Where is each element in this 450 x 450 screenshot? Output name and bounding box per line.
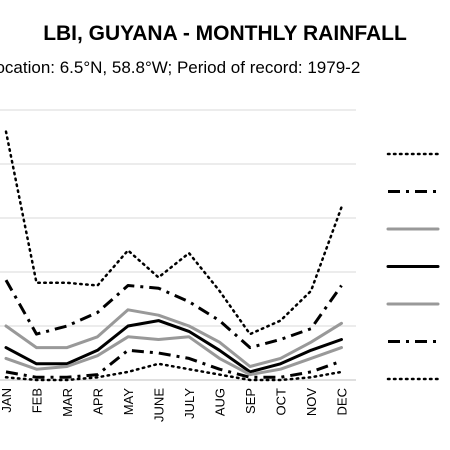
series-line-1 bbox=[4, 130, 343, 336]
x-tick-label: DEC bbox=[335, 388, 350, 415]
x-tick-label: JUNE bbox=[152, 388, 167, 422]
series-line-2 bbox=[4, 279, 343, 350]
chart-title: LBI, GUYANA - MONTHLY RAINFALL bbox=[43, 22, 407, 45]
x-tick-label: JAN bbox=[0, 388, 14, 413]
x-tick-label: FEB bbox=[30, 388, 45, 413]
gridlines bbox=[0, 109, 356, 381]
x-tick-label: AUG bbox=[213, 388, 228, 416]
series-line-4 bbox=[4, 319, 343, 374]
x-axis: JAN FEB MAR APR MAY JUNE JULY AUG SEP OCT NOV DEC bbox=[0, 388, 350, 422]
series-line-7 bbox=[4, 362, 343, 382]
series-line-5 bbox=[4, 335, 343, 377]
legend bbox=[386, 152, 440, 381]
x-tick-label: SEP bbox=[243, 388, 258, 414]
x-tick-label: MAY bbox=[121, 388, 136, 416]
x-tick-label: OCT bbox=[274, 388, 289, 416]
x-tick-label: MAR bbox=[60, 388, 75, 417]
x-tick-label: NOV bbox=[304, 388, 319, 417]
series-line-3 bbox=[4, 308, 343, 368]
x-tick-label: APR bbox=[91, 388, 106, 415]
series-line-6 bbox=[5, 348, 343, 379]
x-tick-label: JULY bbox=[182, 388, 197, 419]
chart-subtitle: Location: 6.5°N, 58.8°W; Period of recor… bbox=[0, 58, 361, 77]
series-lines bbox=[4, 130, 343, 382]
